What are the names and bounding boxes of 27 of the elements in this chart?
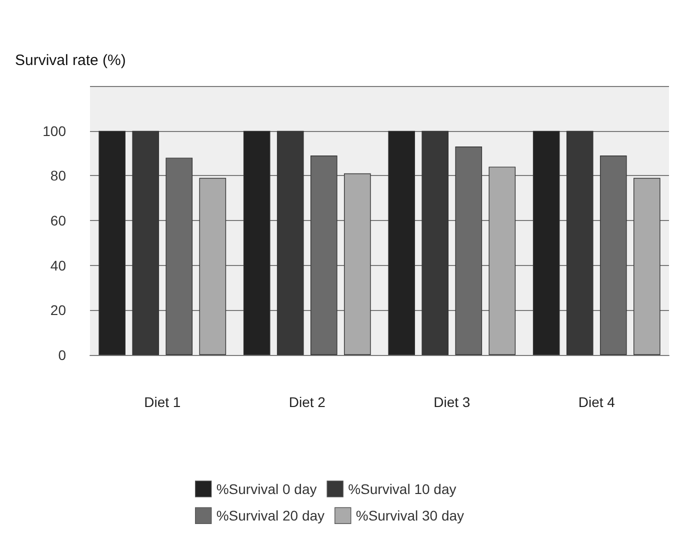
x-tick-label: Diet 4 bbox=[578, 394, 616, 410]
y-tick-label: 80 bbox=[50, 168, 66, 184]
x-tick-label: Diet 1 bbox=[144, 394, 181, 410]
bar bbox=[98, 130, 126, 355]
legend-label: %Survival 0 day bbox=[216, 480, 317, 497]
bar bbox=[243, 130, 270, 355]
legend-label: %Survival 30 day bbox=[356, 508, 464, 524]
bar bbox=[634, 178, 660, 355]
x-tick-label: Diet 3 bbox=[434, 394, 470, 410]
bar bbox=[422, 130, 449, 355]
y-axis-title: Survival rate (%) bbox=[15, 52, 126, 69]
y-tick-label: 100 bbox=[42, 122, 66, 139]
bar bbox=[276, 130, 304, 355]
y-tick-label: 0 bbox=[58, 347, 66, 363]
bar bbox=[344, 173, 371, 355]
bar bbox=[566, 130, 594, 355]
legend-label: %Survival 20 day bbox=[216, 508, 325, 524]
bar bbox=[132, 130, 160, 355]
bar bbox=[388, 130, 415, 355]
legend-label: %Survival 10 day bbox=[348, 480, 456, 497]
bar bbox=[488, 166, 516, 355]
y-tick-label: 40 bbox=[50, 257, 66, 274]
x-tick-label: Diet 2 bbox=[288, 394, 326, 410]
y-tick-label: 60 bbox=[50, 212, 66, 228]
bar bbox=[532, 130, 560, 355]
y-tick-label: 20 bbox=[50, 302, 66, 318]
bar bbox=[199, 178, 226, 355]
